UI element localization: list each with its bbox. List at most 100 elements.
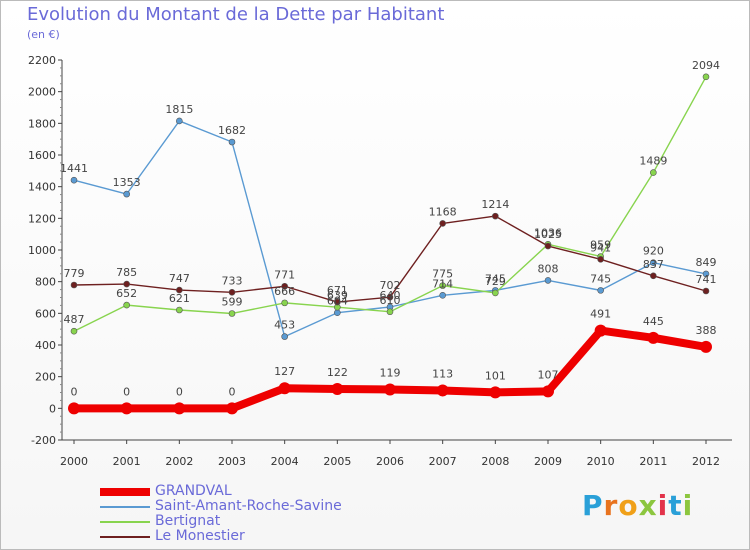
data-label: 0 — [123, 385, 130, 398]
data-point — [542, 385, 554, 398]
data-label: 639 — [327, 289, 348, 302]
y-tick-label: 200 — [35, 371, 56, 384]
data-point — [331, 383, 344, 396]
logo-letter: r — [603, 489, 619, 522]
data-label: 604 — [327, 295, 348, 308]
x-tick-label: 2010 — [587, 455, 615, 468]
data-point — [120, 402, 133, 415]
data-point — [650, 169, 657, 176]
data-label: 113 — [432, 367, 453, 380]
data-label: 0 — [71, 385, 78, 398]
data-label: 453 — [274, 319, 295, 332]
data-point — [700, 340, 712, 353]
chart-axes: -200020040060080010001200140016001800200… — [28, 54, 732, 468]
data-label: 747 — [169, 272, 190, 285]
data-label: 1036 — [534, 226, 562, 239]
data-label: 729 — [485, 275, 506, 288]
data-label: 666 — [274, 285, 295, 298]
data-label: 741 — [696, 273, 717, 286]
data-label: 1214 — [481, 198, 509, 211]
x-tick-label: 2005 — [323, 455, 351, 468]
data-point — [334, 298, 341, 306]
data-point — [173, 402, 186, 415]
data-label: 808 — [538, 262, 559, 275]
data-point — [650, 259, 657, 266]
data-label: 491 — [590, 308, 611, 321]
y-tick-label: 2000 — [28, 86, 56, 99]
data-point — [228, 310, 236, 317]
x-tick-label: 2006 — [376, 455, 404, 468]
legend-swatch — [100, 536, 150, 538]
data-label: 610 — [380, 294, 401, 307]
logo-letter: t — [668, 489, 683, 522]
chart-data-labels: 1441 1353 1815 1682 453 604 640 714 745 808 745 920… — [60, 59, 720, 399]
x-tick-label: 2008 — [481, 455, 509, 468]
y-tick-label: 1000 — [28, 244, 56, 257]
data-point — [70, 281, 78, 289]
data-point — [70, 176, 78, 184]
y-tick-label: 1800 — [28, 117, 56, 130]
data-label: 1682 — [218, 124, 246, 137]
legend-label: Saint-Amant-Roche-Savine — [155, 498, 342, 514]
legend-label: Le Monestier — [155, 528, 245, 544]
data-label: 1025 — [534, 228, 562, 241]
logo-letter: P — [582, 489, 604, 522]
x-tick-label: 2009 — [534, 455, 562, 468]
data-point — [492, 212, 499, 220]
logo-letter: i — [657, 489, 669, 522]
y-tick-label: 0 — [49, 402, 56, 415]
legend-swatch — [100, 488, 150, 496]
data-point — [228, 288, 236, 296]
data-label: 640 — [380, 289, 401, 302]
data-label: 1353 — [113, 176, 141, 189]
data-label: 0 — [176, 385, 183, 398]
data-point — [544, 277, 552, 284]
data-label: 101 — [485, 369, 506, 382]
logo-letter: x — [638, 489, 658, 522]
x-tick-label: 2002 — [165, 455, 193, 468]
data-point — [594, 324, 607, 337]
data-label: 1441 — [60, 162, 88, 175]
data-label: 733 — [222, 274, 243, 287]
x-tick-label: 2004 — [271, 455, 299, 468]
data-label: 837 — [643, 258, 664, 271]
data-point — [436, 384, 449, 397]
data-point — [544, 242, 552, 250]
data-label: 671 — [327, 284, 348, 297]
data-point — [386, 308, 394, 316]
data-label: 487 — [64, 313, 85, 326]
data-point — [123, 280, 130, 288]
data-label: 119 — [380, 366, 401, 379]
chart-series — [68, 73, 712, 415]
data-label: 445 — [643, 315, 664, 328]
data-point — [647, 331, 660, 344]
data-label: 1489 — [639, 155, 667, 168]
data-label: 775 — [432, 268, 453, 281]
data-point — [384, 383, 396, 396]
data-point — [228, 138, 236, 146]
data-label: 959 — [590, 238, 611, 251]
data-point — [281, 333, 288, 340]
data-label: 127 — [274, 365, 295, 378]
legend-swatch — [100, 506, 150, 508]
data-label: 745 — [485, 272, 506, 285]
data-point — [176, 286, 183, 294]
data-label: 745 — [590, 272, 611, 285]
data-label: 2094 — [692, 59, 720, 72]
chart-title: Evolution du Montant de la Dette par Hab… — [27, 4, 445, 25]
data-point — [650, 272, 657, 280]
data-point — [439, 220, 446, 227]
y-tick-label: 600 — [35, 307, 56, 320]
data-point — [702, 73, 710, 81]
data-label: 1815 — [165, 103, 193, 116]
data-point — [226, 402, 238, 415]
legend-label: Bertignat — [155, 513, 221, 529]
y-tick-label: 800 — [35, 276, 56, 289]
data-point — [702, 270, 710, 278]
data-point — [70, 327, 78, 335]
data-point — [334, 309, 341, 317]
data-point — [386, 293, 394, 301]
legend-swatch — [100, 521, 150, 523]
data-label: 0 — [229, 385, 236, 398]
